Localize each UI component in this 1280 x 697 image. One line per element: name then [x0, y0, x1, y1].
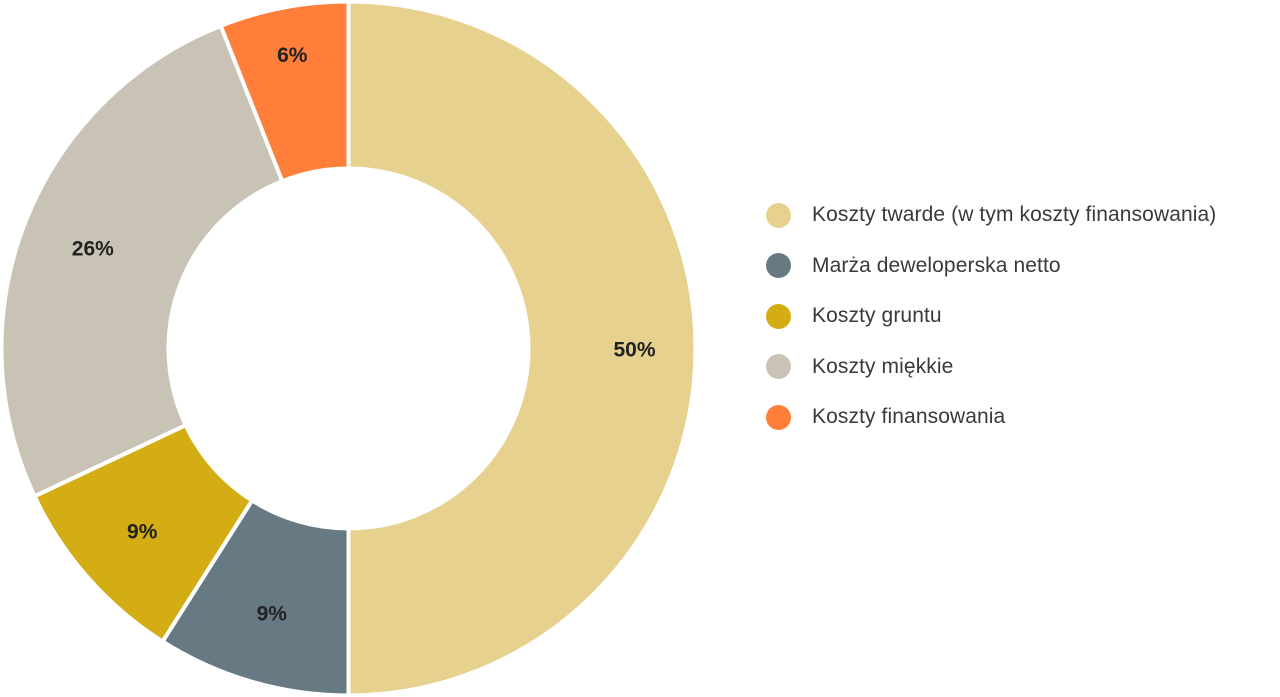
legend-label: Koszty gruntu [812, 304, 942, 328]
legend-item: Koszty miękkie [766, 342, 1216, 393]
legend-item: Marża deweloperska netto [766, 241, 1216, 292]
legend-item: Koszty gruntu [766, 291, 1216, 342]
legend-swatch [766, 354, 791, 380]
data-label: 9% [257, 603, 288, 626]
legend-label: Koszty twarde (w tym koszty finansowania… [812, 203, 1217, 227]
legend-swatch [766, 404, 791, 430]
donut-slice [346, 0, 698, 697]
legend-label: Koszty miękkie [812, 354, 954, 378]
legend-swatch [766, 303, 791, 329]
donut-slice [218, 0, 351, 184]
donut-chart: 50% 9% 9% 26% 6% [0, 0, 698, 697]
legend-label: Marża deweloperska netto [812, 253, 1061, 277]
legend-swatch [766, 202, 791, 228]
legend-swatch [766, 253, 791, 279]
data-label: 26% [72, 237, 114, 260]
legend-item: Koszty twarde (w tym koszty finansowania… [766, 190, 1216, 241]
donut-slice [0, 23, 285, 499]
data-label: 6% [277, 44, 308, 67]
data-label: 50% [613, 339, 655, 362]
legend-item: Koszty finansowania [766, 392, 1216, 443]
legend-label: Koszty finansowania [812, 405, 1006, 429]
data-label: 9% [127, 520, 158, 543]
legend: Koszty twarde (w tym koszty finansowania… [766, 190, 1216, 443]
